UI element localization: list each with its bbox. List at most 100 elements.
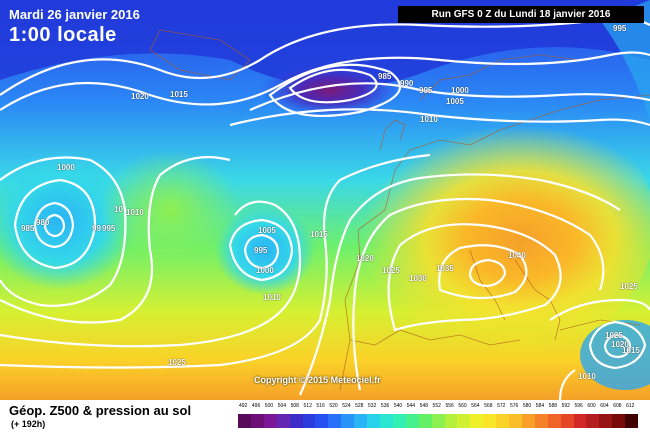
geopotential-map [0,0,650,400]
color-scale-label: 516 [316,403,325,409]
isobar-label: 1000 [256,266,274,275]
color-scale-swatch [289,414,303,428]
green-zone [100,150,240,270]
isobar-label: 1020 [611,340,629,349]
color-scale-label: 592 [561,403,570,409]
isobar-label: 1010 [420,115,438,124]
color-scale-label: 552 [432,403,441,409]
color-scale-label: 532 [368,403,377,409]
isobar-label: 1025 [605,331,623,340]
color-scale-swatch [457,414,471,428]
map-product-title: Géop. Z500 & pression au sol [9,403,192,418]
isobar-label: 1025 [168,358,186,367]
color-scale-swatch [496,414,510,428]
isobar-label: 1015 [310,230,328,239]
color-scale-label: 572 [497,403,506,409]
model-run-label: Run GFS 0 Z du Lundi 18 janvier 2016 [398,6,644,23]
isobar-label: 1020 [131,92,149,101]
color-scale-swatch [534,414,548,428]
color-scale-label: 568 [484,403,493,409]
isobar-label: 995 [419,86,433,95]
color-scale-swatch [444,414,458,428]
isobar-label: 990 [400,79,414,88]
color-scale-label: 576 [509,403,519,409]
isobar-label: 985 [21,224,35,233]
color-scale-swatch [263,414,277,428]
color-scale-label: 608 [613,403,622,409]
isobar-label: 995 [254,246,268,255]
isobar-label: 1015 [622,346,640,355]
isobar-label: 1010 [263,293,281,302]
east-low-area [580,320,650,390]
color-scale-swatch [405,414,419,428]
isobar-label: 995 [102,224,116,233]
color-scale-label: 508 [290,403,299,409]
color-scale-swatch [367,414,380,428]
color-scale-swatch [612,414,626,428]
isobar-label: 995 [613,24,627,33]
color-scale-swatch [354,414,368,428]
color-scale-label: 588 [548,403,558,409]
color-scale-label: 584 [535,403,545,409]
color-scale-label: 560 [458,403,467,409]
ne-cyan-area [600,0,650,120]
color-scale-label: 504 [277,403,287,409]
color-scale-swatch [560,414,574,428]
color-scale-swatch [573,414,587,428]
color-scale-swatch [379,414,393,428]
forecast-date: Mardi 26 janvier 2016 [9,7,140,22]
color-scale-label: 512 [303,403,312,409]
color-scale-label: 596 [574,403,583,409]
color-scale-swatch [418,414,432,428]
color-scale-bar [238,414,639,428]
isobar-label: 1030 [409,274,427,283]
color-scale-label: 604 [600,403,609,409]
color-scale-label: 500 [264,403,274,409]
color-scale-swatch [431,414,445,428]
color-scale-swatch [483,414,497,428]
forecast-local-time: 1:00 locale [9,24,117,46]
isobar-label: 1020 [356,254,374,263]
color-scale-swatch [328,414,342,428]
legend-footer: Géop. Z500 & pression au sol (+ 192h) 49… [0,400,650,433]
isobar-label: 980 [36,218,50,227]
color-scale-swatch [341,414,355,428]
color-scale-swatch [509,414,522,428]
color-scale-swatch [238,414,251,428]
isobar-label: 1025 [382,266,400,275]
isobar-label: 1010 [126,208,144,217]
isobar-label: 1000 [451,86,469,95]
color-scale-labels: 492 496 500 504 508 512 516 520 524 528 532 536 540 5… [238,403,638,413]
isobar-label: 985 [378,72,392,81]
isobar-label: 1025 [620,282,638,291]
isobar-label: 1005 [446,97,464,106]
isobar-label: 1035 [436,264,454,273]
color-scale-label: 548 [419,403,428,409]
color-scale-swatch [521,414,535,428]
color-scale-swatch [302,414,316,428]
color-scale: 492 496 500 504 508 512 516 520 524 528 532 536 540 5… [238,403,639,429]
color-scale-label: 540 [393,403,403,409]
color-scale-label: 580 [522,403,532,409]
color-scale-label: 492 [239,403,248,409]
color-scale-label: 528 [355,403,364,409]
color-scale-label: 536 [380,403,390,409]
west-low-area [0,150,135,290]
forecast-lead-time: (+ 192h) [11,419,46,429]
color-scale-swatch [547,414,561,428]
isobar-label: 1010 [578,372,596,381]
color-scale-label: 564 [471,403,480,409]
isobar-lines [0,17,650,400]
color-scale-swatch [586,414,600,428]
isobar-label: 99 [92,224,101,233]
color-scale-label: 520 [329,403,338,409]
color-scale-swatch [625,414,639,428]
color-scale-swatch [276,414,290,428]
color-scale-swatch [599,414,613,428]
copyright-label: Copyright © 2015 Meteociel.fr [254,375,381,385]
color-scale-swatch [470,414,484,428]
color-scale-swatch [392,414,406,428]
isobar-label: 1015 [170,90,188,99]
color-scale-label: 524 [342,403,351,409]
isobar-label: 1040 [508,251,526,260]
